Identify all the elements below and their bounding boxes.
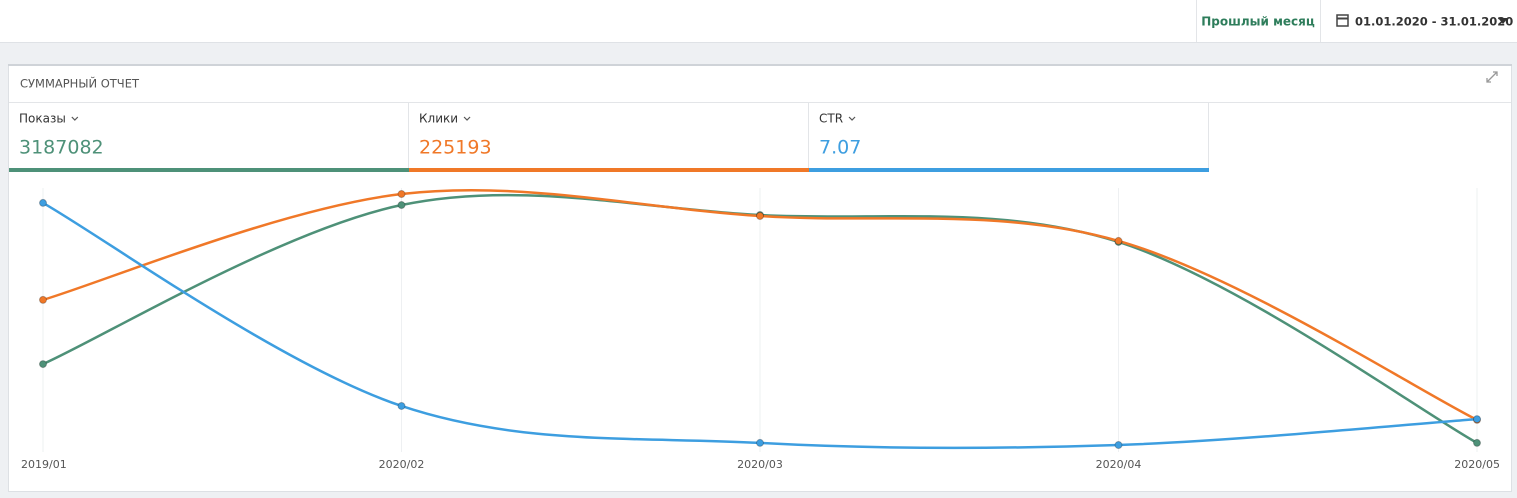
data-point <box>397 201 406 210</box>
tab-label[interactable]: CTR <box>819 112 843 126</box>
date-range[interactable]: 01.01.2020 - 31.01.2020 <box>1355 15 1513 29</box>
data-point <box>397 190 406 199</box>
tab-underline <box>9 168 409 172</box>
x-tick-label: 2019/01 <box>21 458 67 471</box>
data-point <box>397 401 406 410</box>
tab-total: 225193 <box>419 137 492 159</box>
data-point <box>39 360 47 369</box>
data-point <box>756 212 764 221</box>
data-point <box>1114 236 1123 245</box>
x-tick-label: 2020/04 <box>1096 458 1142 471</box>
tab-chevron[interactable] <box>463 116 471 121</box>
data-point <box>39 295 47 304</box>
series-line <box>42 201 1478 450</box>
tab-total: 7.07 <box>819 137 861 159</box>
expand-icon[interactable] <box>1486 71 1498 83</box>
chart: 2019/01 2020/02 2020/03 2020/04 2020/05 <box>21 188 1500 471</box>
x-tick-label: 2020/03 <box>737 458 783 471</box>
tab-total: 3187082 <box>19 137 104 159</box>
tabs: Показы 3187082 Клики 225193 CTR 7.07 <box>9 102 1209 172</box>
x-tick-label: 2020/05 <box>1454 458 1500 471</box>
x-tick-label: 2020/02 <box>379 458 425 471</box>
data-point <box>1114 441 1123 450</box>
data-point <box>39 198 47 207</box>
top-bar <box>0 0 1517 42</box>
tab-chevron[interactable] <box>71 116 79 121</box>
data-point <box>1473 438 1481 447</box>
tab-underline <box>809 168 1209 172</box>
tab-underline <box>409 168 809 172</box>
panel-title: СУММАРНЫЙ ОТЧЕТ <box>20 76 140 91</box>
tab-label[interactable]: Показы <box>19 112 66 126</box>
data-point <box>1473 415 1481 424</box>
tab-label[interactable]: Клики <box>419 112 458 126</box>
tab-chevron[interactable] <box>848 116 856 121</box>
data-point <box>756 438 764 447</box>
dropdown-caret[interactable] <box>1498 18 1508 24</box>
period-button[interactable]: Прошлый месяц <box>1201 15 1315 29</box>
calendar-icon <box>1336 14 1349 27</box>
